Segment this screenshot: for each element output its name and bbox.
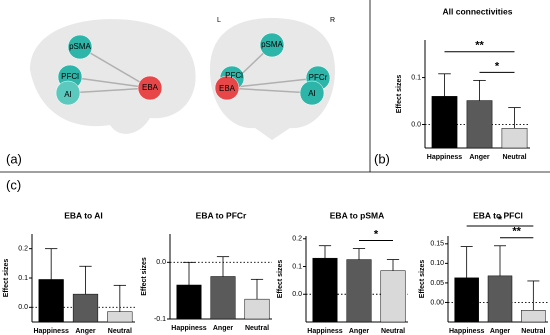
x-tick-label: Anger [469, 154, 490, 161]
node-label: PFCr [309, 73, 328, 82]
x-tick-label: Happiness [171, 325, 207, 332]
node-label: EBA [219, 84, 236, 93]
chart-title: EBA to pSMA [330, 210, 384, 220]
node [299, 80, 325, 106]
bar [312, 257, 338, 323]
y-tick-label: 0.15 [430, 241, 444, 248]
bar [38, 279, 64, 323]
x-tick-label: Anger [75, 328, 96, 335]
x-tick-label: Happiness [449, 328, 485, 335]
node-label: PFCl [61, 72, 79, 81]
node-label: PFCl [225, 71, 243, 80]
y-tick-label: 0.2 [18, 246, 28, 253]
bar [501, 128, 528, 149]
y-tick-label: 0.10 [430, 260, 444, 267]
significance-label: * [374, 228, 379, 240]
y-axis-label: Effect sizes [3, 259, 10, 298]
connection [79, 46, 151, 89]
y-tick-label: -0.1 [154, 316, 166, 323]
y-axis-label: Effect sizes [419, 260, 426, 299]
node [55, 80, 81, 106]
significance-label: * [498, 214, 503, 226]
node-label: AI [64, 90, 72, 99]
y-tick-label: 0.1 [292, 263, 302, 270]
node-label: AI [308, 89, 316, 98]
bar [487, 275, 513, 323]
x-tick-label: Neutral [502, 154, 526, 161]
y-tick-label: 0.2 [292, 236, 302, 243]
y-axis-label: Effect sizes [141, 257, 148, 296]
x-tick-label: Anger [349, 328, 370, 335]
node [214, 75, 240, 101]
bar [210, 276, 236, 320]
chart-title: EBA to AI [64, 210, 103, 220]
y-axis-label: Effect sizes [396, 75, 403, 114]
significance-label: * [495, 60, 500, 72]
bar [380, 270, 406, 323]
x-tick-label: Happiness [33, 328, 69, 335]
x-tick-label: Anger [490, 328, 511, 335]
y-tick-label: 0.1 [18, 275, 28, 282]
x-tick-label: Neutral [521, 328, 545, 335]
bar [521, 310, 546, 323]
y-axis-label: Effect sizes [277, 260, 284, 299]
bar [176, 284, 202, 320]
node [137, 75, 163, 101]
significance-label: ** [512, 226, 521, 238]
panel-label: (c) [6, 177, 21, 192]
y-tick-label: 0.0 [411, 121, 421, 128]
x-tick-label: Happiness [307, 328, 343, 335]
y-tick-label: 0.0 [292, 291, 302, 298]
brain-coronal [210, 18, 335, 140]
hemisphere-label: L [217, 17, 221, 24]
panel-label: (b) [374, 151, 390, 166]
node-label: EBA [142, 83, 159, 92]
y-tick-label: 0.00 [430, 299, 444, 306]
node-label: pSMA [261, 40, 283, 49]
y-tick-label: 0.0 [156, 259, 166, 266]
hemisphere-label: R [330, 17, 335, 24]
bar [466, 100, 493, 149]
connection [67, 87, 151, 94]
x-tick-label: Neutral [108, 328, 132, 335]
connection [226, 77, 319, 89]
bar [72, 293, 99, 323]
bar [454, 277, 479, 323]
bar [107, 311, 133, 323]
bar [431, 96, 458, 149]
significance-label: ** [475, 40, 484, 52]
chart-title: All connectivities [443, 6, 513, 16]
brain-sagittal [30, 19, 196, 134]
node-label: pSMA [69, 42, 91, 51]
connection [69, 76, 151, 89]
bar [346, 259, 372, 323]
chart-title: EBA to PFCr [196, 210, 247, 220]
y-tick-label: 0.1 [411, 74, 421, 81]
x-tick-label: Neutral [381, 328, 405, 335]
chart-title: EBA to PFCl [473, 210, 523, 220]
x-tick-label: Happiness [427, 154, 463, 161]
x-tick-label: Neutral [245, 325, 269, 332]
y-tick-label: 0.05 [430, 280, 444, 287]
node [259, 32, 285, 58]
node [67, 34, 93, 60]
panel-label: (a) [6, 151, 22, 166]
x-tick-label: Anger [213, 325, 234, 332]
bar [244, 298, 270, 320]
y-tick-label: 0.0 [18, 304, 28, 311]
connection [226, 87, 313, 94]
